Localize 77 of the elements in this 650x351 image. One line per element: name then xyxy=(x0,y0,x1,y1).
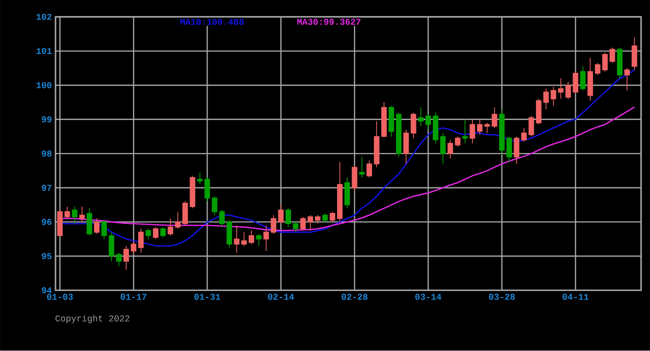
candlestick xyxy=(190,176,196,209)
y-tick-label: 99 xyxy=(42,116,52,123)
y-tick-label: 94 xyxy=(42,287,52,294)
candlestick xyxy=(381,102,387,138)
y-tick-label: 97 xyxy=(42,184,52,191)
candlestick xyxy=(94,218,100,234)
y-tick-label: 96 xyxy=(42,219,52,226)
candlestick xyxy=(337,162,343,222)
candlestick xyxy=(616,47,622,79)
candlestick xyxy=(536,98,542,126)
x-tick-label: 02-28 xyxy=(342,294,368,300)
x-tick-label: 01-03 xyxy=(47,294,73,300)
candlestick xyxy=(160,226,166,238)
candlestick xyxy=(263,225,269,252)
candlestick xyxy=(64,206,70,220)
x-tick-label: 01-17 xyxy=(120,294,146,300)
candlestick xyxy=(116,252,122,267)
y-tick-label: 102 xyxy=(36,14,52,20)
text: MA10:100.488 xyxy=(180,18,244,25)
candlestick xyxy=(72,206,78,224)
candlestick xyxy=(425,114,431,130)
candlestick xyxy=(256,234,262,246)
candlestick xyxy=(396,112,402,158)
candlestick xyxy=(587,58,594,102)
candlestick xyxy=(374,120,380,168)
x-tick-label: 04-11 xyxy=(562,294,589,300)
candlestick xyxy=(462,119,468,144)
candlestick xyxy=(565,82,571,100)
candlestick xyxy=(86,208,92,236)
y-tick-label: 101 xyxy=(36,48,52,54)
candlestick xyxy=(359,156,365,178)
candlestick xyxy=(477,119,483,136)
candlestick xyxy=(632,37,638,70)
candlestick xyxy=(506,136,512,163)
candlestick xyxy=(168,218,174,236)
x-tick-label: 03-14 xyxy=(415,294,442,300)
candlestick xyxy=(418,107,424,127)
candlestick xyxy=(366,160,372,178)
candlestick xyxy=(226,220,232,248)
candlestick xyxy=(57,210,63,236)
candlestick xyxy=(314,214,320,224)
candlestick xyxy=(344,177,350,209)
y-tick-label: 95 xyxy=(42,253,52,260)
text: Copyright 2022 xyxy=(56,315,130,324)
candlestick xyxy=(322,213,328,222)
candlestick xyxy=(454,136,460,148)
candlestick xyxy=(499,108,505,156)
candlestick xyxy=(152,226,158,240)
candlestick xyxy=(204,177,210,202)
candlestick xyxy=(470,119,476,144)
candlestick xyxy=(528,116,534,138)
y-tick-label: 98 xyxy=(42,150,52,157)
candlestick xyxy=(123,246,129,270)
candlestick xyxy=(292,222,298,233)
candlestick xyxy=(300,216,306,232)
candlestick xyxy=(286,208,292,228)
x-tick-label: 03-28 xyxy=(488,294,515,300)
candlestick xyxy=(580,66,586,91)
candlestick xyxy=(330,211,336,222)
candlestick xyxy=(175,211,181,230)
candlestick xyxy=(624,68,630,91)
candlestick xyxy=(448,140,454,160)
candlestick xyxy=(308,214,314,232)
candlestick xyxy=(558,78,564,100)
candlestick xyxy=(234,225,240,254)
candlestick xyxy=(79,206,85,222)
x-tick-label: 01-31 xyxy=(194,294,220,300)
candlestick xyxy=(388,105,394,138)
text: MA30:99.3627 xyxy=(297,18,360,25)
candlestick xyxy=(182,201,188,226)
candlestick xyxy=(610,47,616,64)
candlestick xyxy=(197,172,203,185)
y-tick-label: 100 xyxy=(36,82,52,88)
x-tick-label: 02-14 xyxy=(268,294,294,300)
candlestick xyxy=(352,165,358,192)
candlestick xyxy=(146,228,152,240)
candlestick xyxy=(572,71,578,94)
